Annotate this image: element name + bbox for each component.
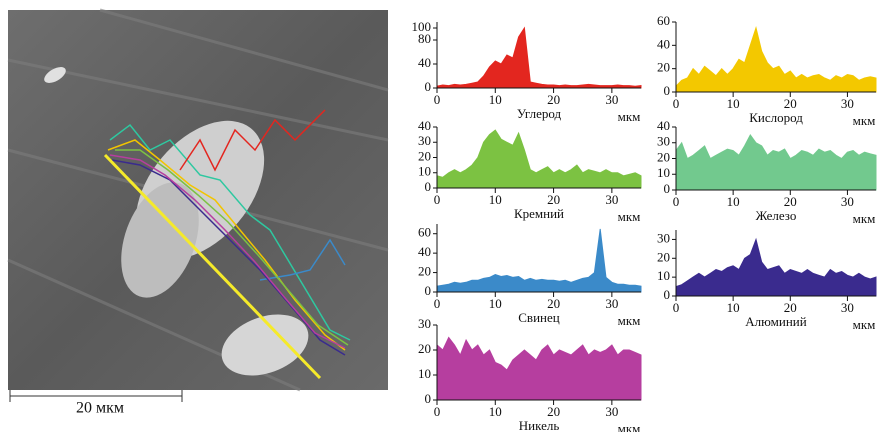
y-tick-label: 30 bbox=[657, 230, 670, 245]
x-axis-unit: мкм bbox=[618, 209, 641, 224]
y-tick-label: 60 bbox=[657, 13, 670, 28]
x-tick-label: 30 bbox=[841, 300, 854, 315]
y-tick-label: 40 bbox=[418, 55, 431, 70]
area bbox=[675, 133, 877, 191]
x-axis-unit: мкм bbox=[853, 211, 876, 226]
y-tick-label: 10 bbox=[657, 268, 670, 283]
x-tick-label: 20 bbox=[547, 192, 560, 207]
x-tick-label: 0 bbox=[673, 300, 680, 315]
area bbox=[436, 336, 642, 401]
y-tick-label: 0 bbox=[664, 83, 671, 98]
area bbox=[675, 237, 877, 297]
x-axis-unit: мкм bbox=[618, 109, 641, 124]
y-tick-label: 40 bbox=[418, 118, 431, 133]
area bbox=[436, 129, 642, 189]
x-axis-unit: мкм bbox=[618, 421, 641, 432]
x-tick-label: 20 bbox=[784, 96, 797, 111]
y-tick-label: 60 bbox=[418, 225, 431, 240]
x-tick-label: 20 bbox=[547, 92, 560, 107]
y-tick-label: 30 bbox=[657, 134, 670, 149]
y-tick-label: 0 bbox=[664, 181, 671, 196]
chart-title: Свинец bbox=[518, 310, 559, 325]
x-tick-label: 20 bbox=[784, 300, 797, 315]
area bbox=[436, 228, 642, 293]
y-tick-label: 40 bbox=[418, 244, 431, 259]
x-tick-label: 0 bbox=[434, 296, 441, 311]
x-tick-label: 10 bbox=[489, 404, 502, 419]
x-tick-label: 10 bbox=[489, 192, 502, 207]
y-tick-label: 30 bbox=[418, 133, 431, 148]
chart-title: Углерод bbox=[517, 106, 562, 121]
y-tick-label: 20 bbox=[418, 264, 431, 279]
y-tick-label: 0 bbox=[425, 179, 432, 194]
x-axis-unit: мкм bbox=[853, 113, 876, 128]
area bbox=[436, 26, 642, 89]
x-tick-label: 30 bbox=[605, 296, 618, 311]
scale-label: 20 мкм bbox=[76, 400, 124, 417]
x-tick-label: 0 bbox=[434, 192, 441, 207]
x-tick-label: 30 bbox=[841, 96, 854, 111]
y-tick-label: 0 bbox=[425, 79, 432, 94]
x-tick-label: 10 bbox=[489, 296, 502, 311]
x-tick-label: 20 bbox=[547, 296, 560, 311]
y-tick-label: 10 bbox=[657, 165, 670, 180]
x-tick-label: 30 bbox=[841, 194, 854, 209]
y-tick-label: 10 bbox=[418, 366, 431, 381]
x-tick-label: 0 bbox=[673, 194, 680, 209]
y-tick-label: 40 bbox=[657, 118, 670, 133]
y-tick-label: 20 bbox=[657, 60, 670, 75]
chart-title: Кислород bbox=[749, 110, 803, 125]
y-tick-label: 0 bbox=[425, 391, 432, 406]
chart-title: Железо bbox=[756, 208, 797, 223]
y-tick-label: 20 bbox=[418, 148, 431, 163]
x-tick-label: 20 bbox=[547, 404, 560, 419]
y-tick-label: 20 bbox=[418, 341, 431, 356]
y-tick-label: 100 bbox=[412, 19, 432, 34]
y-tick-label: 20 bbox=[657, 249, 670, 264]
x-axis-unit: мкм bbox=[853, 317, 876, 332]
x-tick-label: 10 bbox=[727, 300, 740, 315]
x-tick-label: 10 bbox=[727, 96, 740, 111]
x-tick-label: 30 bbox=[605, 92, 618, 107]
chart-title: Алюминий bbox=[745, 314, 807, 329]
x-tick-label: 10 bbox=[727, 194, 740, 209]
x-axis-unit: мкм bbox=[618, 313, 641, 328]
x-tick-label: 0 bbox=[434, 92, 441, 107]
chart-title: Кремний bbox=[514, 206, 564, 221]
y-tick-label: 40 bbox=[657, 36, 670, 51]
x-tick-label: 20 bbox=[784, 194, 797, 209]
chart-title: Никель bbox=[519, 418, 560, 432]
x-tick-label: 10 bbox=[489, 92, 502, 107]
y-tick-label: 0 bbox=[664, 287, 671, 302]
y-tick-label: 10 bbox=[418, 164, 431, 179]
y-tick-label: 20 bbox=[657, 149, 670, 164]
area bbox=[675, 25, 877, 93]
y-tick-label: 0 bbox=[425, 283, 432, 298]
x-tick-label: 0 bbox=[673, 96, 680, 111]
x-tick-label: 0 bbox=[434, 404, 441, 419]
x-tick-label: 30 bbox=[605, 192, 618, 207]
y-tick-label: 30 bbox=[418, 316, 431, 331]
x-tick-label: 30 bbox=[605, 404, 618, 419]
sem-image: 20 мкм bbox=[7, 8, 389, 417]
y-tick-label: 80 bbox=[418, 31, 431, 46]
